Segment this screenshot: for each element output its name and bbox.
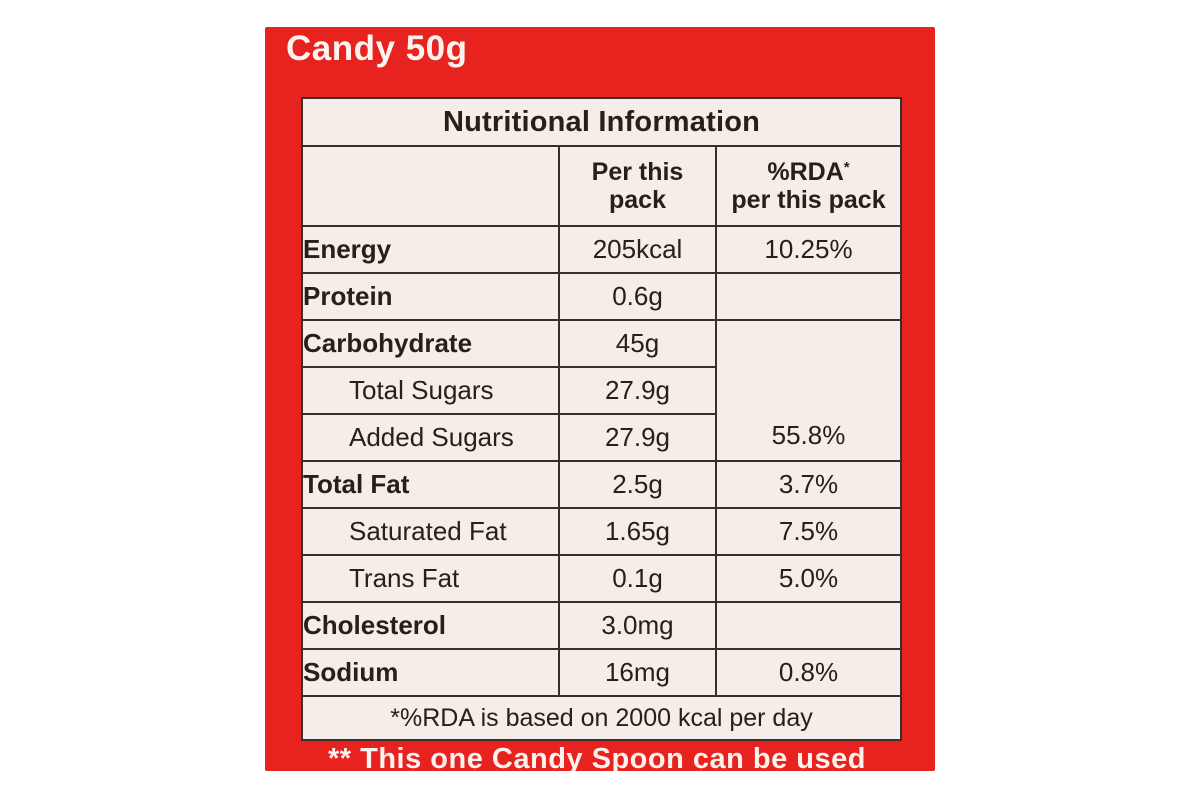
row-total-fat-label: Total Fat — [301, 460, 560, 509]
header-rda-line2: per this pack — [731, 186, 886, 214]
row-saturated-fat-label: Saturated Fat — [301, 507, 560, 556]
table-title-row: Nutritional Information — [300, 97, 903, 147]
row-protein: Protein 0.6g — [301, 272, 903, 321]
row-protein-label: Protein — [301, 272, 560, 321]
row-energy-rda: 10.25% — [714, 225, 903, 274]
row-sodium: Sodium 16mg 0.8% — [301, 648, 903, 697]
row-sodium-label: Sodium — [301, 648, 560, 697]
row-total-sugars: Total Sugars 27.9g — [301, 366, 901, 415]
row-trans-fat-rda: 5.0% — [714, 554, 903, 603]
row-saturated-fat: Saturated Fat 1.65g 7.5% — [301, 507, 903, 556]
header-per-pack: Per this pack — [558, 145, 717, 227]
row-carbohydrate: Carbohydrate 45g 55.8% — [301, 319, 903, 462]
row-protein-rda — [714, 272, 903, 321]
table-footnote: *%RDA is based on 2000 kcal per day — [300, 695, 903, 741]
header-rda: %RDA* per this pack — [714, 145, 903, 227]
row-carbohydrate-label: Carbohydrate — [301, 319, 560, 368]
table-header-row: Per this pack %RDA* per this pack — [301, 145, 903, 227]
row-energy: Energy 205kcal 10.25% — [301, 225, 903, 274]
row-trans-fat-value: 0.1g — [558, 554, 717, 603]
row-added-sugars-rda: 55.8% — [714, 319, 903, 462]
row-total-fat: Total Fat 2.5g 3.7% — [301, 460, 903, 509]
row-carbohydrate-value: 45g — [558, 319, 717, 368]
row-total-sugars-value: 27.9g — [558, 366, 717, 415]
header-rda-line1: %RDA* — [767, 158, 850, 186]
header-per-pack-line1: Per this — [591, 158, 684, 186]
row-energy-label: Energy — [301, 225, 560, 274]
row-saturated-fat-rda: 7.5% — [714, 507, 903, 556]
rda-asterisk: * — [843, 159, 850, 176]
row-cholesterol: Cholesterol 3.0mg — [301, 601, 903, 650]
row-total-fat-value: 2.5g — [558, 460, 717, 509]
row-total-fat-rda: 3.7% — [714, 460, 903, 509]
row-added-sugars-value: 27.9g — [558, 413, 717, 462]
package-red-panel: Candy 50g Nutritional Information Per th… — [265, 27, 935, 771]
nutrition-table: Nutritional Information Per this pack %R… — [300, 97, 903, 741]
row-trans-fat-label: Trans Fat — [301, 554, 560, 603]
table-title: Nutritional Information — [300, 97, 903, 147]
row-energy-value: 205kcal — [558, 225, 717, 274]
row-cholesterol-value: 3.0mg — [558, 601, 717, 650]
table-footnote-row: *%RDA is based on 2000 kcal per day — [300, 695, 903, 741]
row-sodium-value: 16mg — [558, 648, 717, 697]
row-cholesterol-label: Cholesterol — [301, 601, 560, 650]
header-per-pack-line2: pack — [609, 186, 666, 214]
header-blank-cell — [301, 145, 560, 227]
package-bottom-note: ** This one Candy Spoon can be used — [328, 743, 866, 771]
row-cholesterol-rda — [714, 601, 903, 650]
row-trans-fat: Trans Fat 0.1g 5.0% — [301, 554, 903, 603]
row-saturated-fat-value: 1.65g — [558, 507, 717, 556]
product-title: Candy 50g — [286, 29, 468, 68]
row-added-sugars-label: Added Sugars — [301, 413, 560, 462]
row-added-sugars: Added Sugars 27.9g — [301, 413, 901, 462]
row-protein-value: 0.6g — [558, 272, 717, 321]
row-total-sugars-label: Total Sugars — [301, 366, 560, 415]
row-sodium-rda: 0.8% — [714, 648, 903, 697]
